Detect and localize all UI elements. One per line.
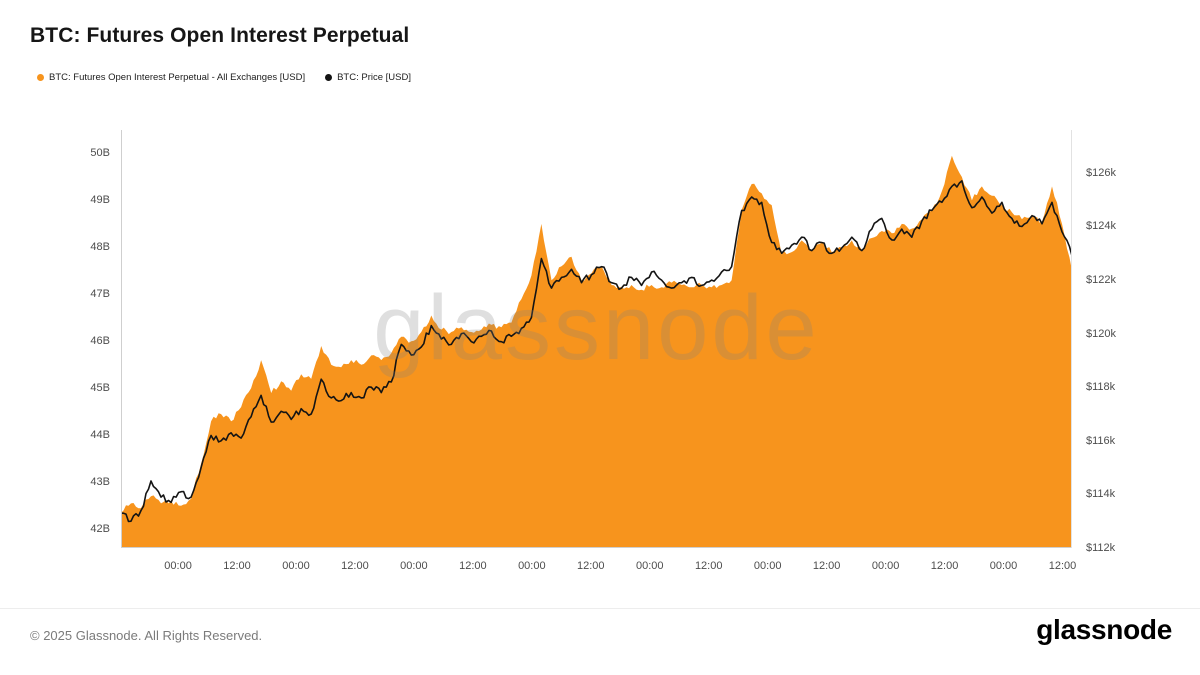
y-axis-left-tick-label: 46B — [90, 335, 110, 348]
y-axis-left-tick-label: 49B — [90, 194, 110, 207]
chart-legend: BTC: Futures Open Interest Perpetual - A… — [37, 72, 411, 83]
x-axis-tick-label: 12:00 — [223, 560, 251, 572]
price-legend-dot-icon — [325, 74, 333, 81]
copyright-text: © 2025 Glassnode. All Rights Reserved. — [30, 628, 263, 643]
x-axis-tick-label: 00:00 — [400, 560, 428, 572]
y-axis-right-tick-label: $124k — [1086, 220, 1116, 233]
open-interest-area-series — [121, 155, 1072, 548]
page-title: BTC: Futures Open Interest Perpetual — [30, 24, 410, 47]
x-axis-tick-label: 00:00 — [989, 560, 1018, 572]
x-axis-tick-label: 00:00 — [753, 560, 782, 572]
chart-canvas[interactable] — [121, 130, 1072, 548]
glassnode-logo: glassnode — [1036, 614, 1172, 645]
y-axis-left-tick-label: 50B — [90, 147, 110, 160]
legend-item-price[interactable]: BTC: Price [USD] — [325, 72, 411, 83]
y-axis-right-tick-label: $120k — [1086, 327, 1116, 340]
y-axis-left-tick-label: 44B — [90, 429, 110, 442]
x-axis-tick-label: 00:00 — [164, 560, 192, 572]
legend-label-price: BTC: Price [USD] — [337, 72, 411, 83]
y-axis-right-tick-label: $114k — [1086, 488, 1116, 501]
y-axis-right-tick-label: $122k — [1086, 274, 1116, 287]
y-axis-right-tick-label: $116k — [1086, 434, 1116, 447]
x-axis-tick-label: 00:00 — [282, 560, 310, 572]
legend-label-open-interest: BTC: Futures Open Interest Perpetual - A… — [49, 72, 306, 83]
x-axis-tick-label: 12:00 — [1048, 560, 1077, 572]
x-axis-tick-label: 00:00 — [635, 560, 664, 572]
y-axis-left-tick-label: 42B — [90, 523, 110, 536]
y-axis-left-tick-label: 48B — [90, 241, 110, 254]
x-axis-tick-label: 00:00 — [518, 560, 546, 572]
chart-plot-area[interactable]: glassnode — [121, 130, 1072, 548]
y-axis-right-tick-label: $112k — [1086, 542, 1116, 554]
price-line-series — [121, 180, 1072, 523]
x-axis-tick-label: 00:00 — [871, 560, 900, 572]
y-axis-left-tick-label: 45B — [90, 382, 110, 395]
x-axis-tick-label: 12:00 — [694, 560, 723, 572]
x-axis-tick-label: 12:00 — [459, 560, 487, 572]
legend-item-open-interest[interactable]: BTC: Futures Open Interest Perpetual - A… — [37, 72, 305, 83]
y-axis-left-tick-label: 43B — [90, 476, 110, 489]
y-axis-left-tick-label: 47B — [90, 288, 110, 301]
x-axis-tick-label: 12:00 — [577, 560, 605, 572]
open-interest-legend-dot-icon — [37, 74, 44, 81]
y-axis-right-tick-label: $118k — [1086, 381, 1116, 394]
x-axis-tick-label: 12:00 — [930, 560, 959, 572]
x-axis-tick-label: 12:00 — [812, 560, 841, 572]
y-axis-right-tick-label: $126k — [1086, 166, 1116, 179]
footer-divider — [0, 608, 1200, 609]
x-axis-tick-label: 12:00 — [341, 560, 369, 572]
